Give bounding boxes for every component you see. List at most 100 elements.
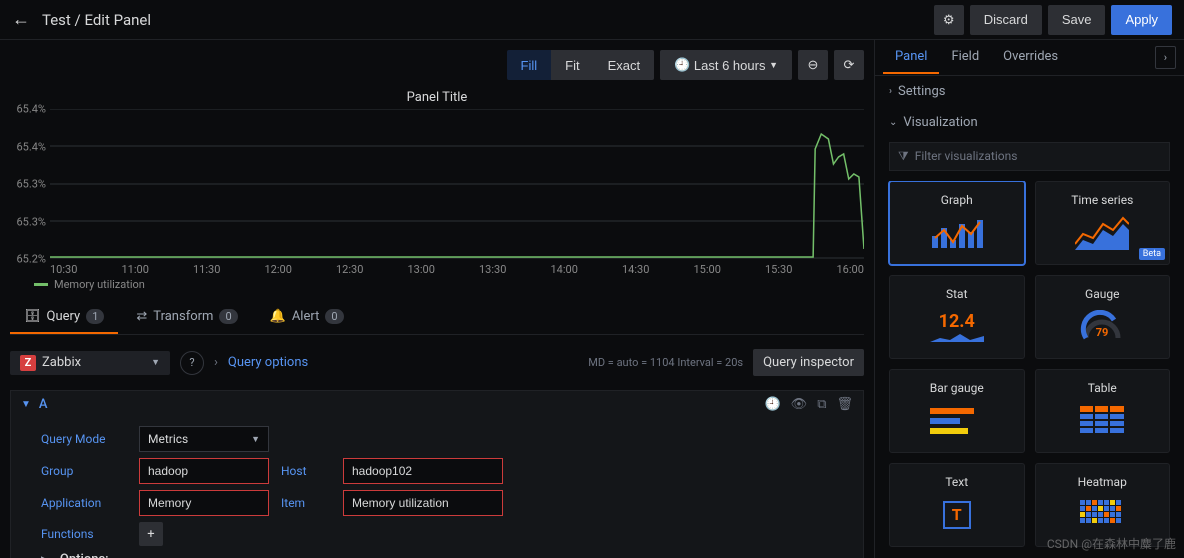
options-label[interactable]: Options: [60, 552, 109, 558]
application-label: Application [41, 496, 127, 510]
y-axis: 65.4% 65.4% 65.3% 65.3% 65.2% [10, 109, 50, 259]
application-input[interactable] [139, 490, 269, 516]
chart-svg [50, 109, 864, 259]
functions-label: Functions [41, 527, 127, 541]
datasource-select[interactable]: Z Zabbix ▼ [10, 351, 170, 375]
zoom-out-button[interactable]: ⊖ [798, 50, 828, 80]
save-button[interactable]: Save [1048, 5, 1106, 35]
legend: Memory utilization [10, 278, 864, 291]
query-inspector-button[interactable]: Query inspector [753, 349, 864, 376]
chevron-down-icon: ▼ [769, 60, 778, 70]
topbar-actions: ⚙ Discard Save Apply [934, 5, 1172, 35]
back-arrow-icon[interactable]: ← [12, 9, 30, 30]
copy-icon[interactable]: ⧉ [817, 397, 826, 412]
right-pane: Panel Field Overrides › › Settings ⌄ Vis… [874, 40, 1184, 558]
host-input[interactable] [343, 458, 503, 484]
viz-text[interactable]: Text T [889, 463, 1025, 547]
viz-graph[interactable]: Graph [889, 181, 1025, 265]
visualization-label: Visualization [903, 115, 977, 130]
ytick: 65.4% [16, 140, 46, 153]
query-meta: MD = auto = 1104 Interval = 20s [588, 356, 743, 369]
viz-graph-label: Graph [941, 193, 973, 207]
tab-alert[interactable]: 🔔 Alert 0 [256, 301, 358, 334]
help-button[interactable]: ? [180, 351, 204, 375]
xtick: 13:00 [408, 263, 435, 276]
svg-text:79: 79 [1096, 326, 1109, 339]
fill-mode-group: Fill Fit Exact [507, 50, 655, 80]
viz-gauge[interactable]: Gauge 79 [1035, 275, 1171, 359]
viz-heatmap-label: Heatmap [1078, 475, 1127, 489]
tab-query-label: Query [47, 309, 81, 324]
host-label: Host [281, 464, 331, 478]
breadcrumb: Test / Edit Panel [42, 11, 934, 29]
query-block-a: ▼ A 🕘 👁 ⧉ 🗑 Query Mode Metrics ▼ [10, 390, 864, 558]
watermark: CSDN @在森林中麋了鹿 [1047, 535, 1176, 552]
exact-button[interactable]: Exact [594, 50, 655, 80]
viz-stat-label: Stat [946, 287, 968, 301]
timerange-label: Last 6 hours [694, 58, 766, 73]
graph-toolbar: Fill Fit Exact 🕘 Last 6 hours ▼ ⊖ ⟳ [10, 50, 864, 80]
tab-query[interactable]: 🗄 Query 1 [10, 301, 118, 334]
stat-value: 12.4 [939, 311, 975, 332]
xtick: 16:00 [837, 263, 864, 276]
group-input[interactable] [139, 458, 269, 484]
side-tab-panel[interactable]: Panel [883, 41, 939, 74]
chart-area: 65.4% 65.4% 65.3% 65.3% 65.2% [10, 109, 864, 263]
chevron-down-icon: ▼ [21, 399, 31, 410]
tab-query-count: 1 [86, 309, 104, 324]
x-axis: 10:30 11:00 11:30 12:00 12:30 13:00 13:3… [10, 263, 864, 276]
database-icon: 🗄 [24, 309, 41, 324]
tab-alert-count: 0 [325, 309, 343, 324]
topbar: ← Test / Edit Panel ⚙ Discard Save Apply [0, 0, 1184, 40]
legend-label: Memory utilization [54, 278, 145, 291]
xtick: 11:30 [193, 263, 220, 276]
tab-transform[interactable]: ⇄ Transform 0 [122, 301, 251, 334]
gear-icon: ⚙ [943, 12, 955, 28]
timerange-picker[interactable]: 🕘 Last 6 hours ▼ [660, 50, 792, 80]
clock-icon[interactable]: 🕘 [764, 397, 780, 412]
ytick: 65.2% [16, 253, 46, 266]
visualization-section[interactable]: ⌄ Visualization [875, 107, 1184, 138]
bell-icon: 🔔 [270, 309, 286, 324]
discard-button[interactable]: Discard [970, 5, 1042, 35]
fill-button[interactable]: Fill [507, 50, 552, 80]
item-label: Item [281, 496, 331, 510]
refresh-button[interactable]: ⟳ [834, 50, 864, 80]
viz-bargauge[interactable]: Bar gauge [889, 369, 1025, 453]
query-mode-select[interactable]: Metrics ▼ [139, 426, 269, 452]
xtick: 15:00 [694, 263, 721, 276]
xtick: 12:00 [265, 263, 292, 276]
viz-stat[interactable]: Stat 12.4 [889, 275, 1025, 359]
chevron-down-icon: ▼ [151, 357, 160, 368]
side-tabs: Panel Field Overrides › [875, 40, 1184, 76]
viz-gauge-label: Gauge [1085, 287, 1119, 301]
side-tab-overrides[interactable]: Overrides [991, 41, 1070, 74]
trash-icon[interactable]: 🗑 [836, 397, 853, 412]
expand-sidebar-button[interactable]: › [1155, 46, 1176, 69]
settings-gear-button[interactable]: ⚙ [934, 5, 964, 35]
datasource-name: Zabbix [42, 355, 81, 370]
fit-button[interactable]: Fit [551, 50, 593, 80]
eye-icon[interactable]: 👁 [791, 397, 808, 412]
item-input[interactable] [343, 490, 503, 516]
group-label: Group [41, 464, 127, 478]
query-options-link[interactable]: Query options [228, 355, 308, 370]
ytick: 65.4% [16, 103, 46, 116]
query-header[interactable]: ▼ A 🕘 👁 ⧉ 🗑 [11, 391, 863, 418]
chevron-right-icon: › [1164, 51, 1167, 64]
apply-button[interactable]: Apply [1111, 5, 1172, 35]
left-pane: Fill Fit Exact 🕘 Last 6 hours ▼ ⊖ ⟳ Pane… [0, 40, 874, 558]
xtick: 14:00 [551, 263, 578, 276]
add-function-button[interactable]: + [139, 522, 163, 546]
viz-timeseries-label: Time series [1071, 193, 1133, 207]
settings-section[interactable]: › Settings [875, 76, 1184, 107]
viz-table[interactable]: Table [1035, 369, 1171, 453]
viz-timeseries[interactable]: Time series Beta [1035, 181, 1171, 265]
question-icon: ? [189, 356, 194, 369]
chevron-right-icon: ▶ [41, 555, 48, 558]
side-tab-field[interactable]: Field [939, 41, 991, 74]
beta-badge: Beta [1139, 248, 1165, 260]
filter-visualizations-input[interactable]: ⧩ Filter visualizations [889, 142, 1170, 171]
query-mode-label: Query Mode [41, 432, 127, 446]
chevron-right-icon: › [214, 355, 218, 370]
